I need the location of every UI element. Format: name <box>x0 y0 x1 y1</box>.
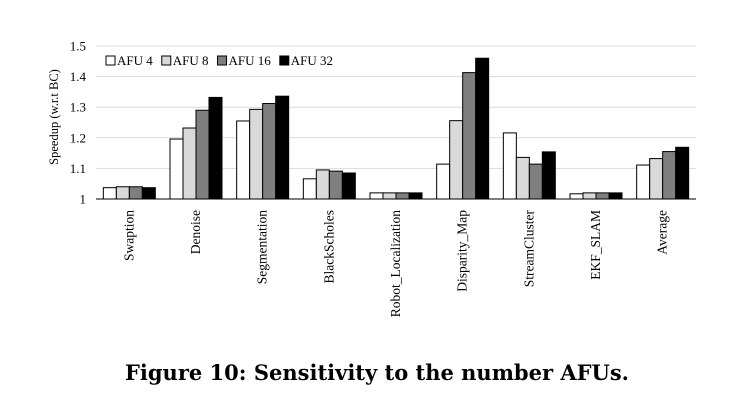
bar <box>449 120 464 200</box>
x-tick-label: Swaption <box>121 210 136 261</box>
bar <box>115 186 130 200</box>
y-axis-ticks: 1 1.1 1.2 1.3 1.4 1.5 <box>70 39 87 207</box>
x-tick-label: BlackScholes <box>321 210 336 284</box>
bar <box>462 72 477 200</box>
legend-item: AFU 32 <box>279 53 333 68</box>
legend-item: AFU 16 <box>217 53 272 68</box>
legend: AFU 4 AFU 8 AFU 16 AFU 32 <box>105 53 333 68</box>
x-tick-label: Denoise <box>188 210 203 254</box>
legend-swatch <box>217 55 228 66</box>
bar <box>662 151 677 200</box>
y-tick-label: 1 <box>80 192 87 207</box>
x-tick-label: Segmentation <box>255 210 270 284</box>
bar-group <box>169 96 223 200</box>
legend-label: AFU 16 <box>229 53 272 68</box>
bar <box>649 158 664 200</box>
bar <box>328 170 343 200</box>
bar <box>262 103 277 200</box>
bar <box>102 187 117 200</box>
bar-group <box>436 57 490 200</box>
figure-caption: Figure 10: Sensitivity to the number AFU… <box>124 360 629 385</box>
bar <box>315 169 330 200</box>
bar-group <box>502 132 556 200</box>
bar <box>528 163 543 200</box>
x-tick-label: EKF_SLAM <box>588 210 603 280</box>
bar <box>182 127 197 200</box>
legend-item: AFU 4 <box>105 53 153 68</box>
y-axis-label: Speedup (w.r.t BC) <box>47 69 61 165</box>
bar <box>582 192 597 200</box>
bar-group <box>369 192 423 200</box>
bar <box>515 156 530 200</box>
bar-group <box>102 186 156 200</box>
legend-swatch <box>105 55 116 66</box>
x-tick-label: Robot_Localization <box>388 210 403 317</box>
y-tick-label: 1.2 <box>70 130 86 145</box>
bar <box>369 192 384 200</box>
bar <box>608 192 623 200</box>
bar-group <box>236 95 290 200</box>
bar <box>128 186 143 200</box>
bar <box>436 163 451 200</box>
bar <box>475 57 490 200</box>
y-tick-label: 1.5 <box>70 39 86 54</box>
bar-group <box>636 146 690 200</box>
bar <box>675 146 690 200</box>
legend-label: AFU 4 <box>117 53 153 68</box>
legend-swatch <box>161 55 172 66</box>
bar <box>208 96 223 200</box>
bar <box>275 95 290 200</box>
bar <box>341 172 356 200</box>
bar <box>249 108 264 200</box>
bar <box>195 109 210 200</box>
x-tick-label: Average <box>655 210 670 255</box>
y-tick-label: 1.4 <box>70 69 87 84</box>
bar-group <box>302 169 356 200</box>
legend-label: AFU 8 <box>173 53 209 68</box>
bar <box>541 151 556 200</box>
x-tick-label: Disparity_Map <box>455 210 470 292</box>
x-axis-ticks: Swaption Denoise Segmentation BlackScholes R… <box>121 210 669 318</box>
legend-label: AFU 32 <box>291 53 333 68</box>
bars <box>102 57 690 200</box>
bar <box>169 138 184 200</box>
x-tick-label: StreamCluster <box>521 210 536 288</box>
bar-group <box>569 192 623 200</box>
bar <box>141 187 156 200</box>
bar <box>382 192 397 200</box>
bar <box>595 192 610 200</box>
bar <box>395 192 410 200</box>
bar <box>236 120 251 200</box>
bar <box>502 132 517 200</box>
bar <box>302 178 317 200</box>
y-tick-label: 1.1 <box>70 161 86 176</box>
legend-item: AFU 8 <box>161 53 209 68</box>
bar <box>408 192 423 200</box>
bar <box>636 164 651 200</box>
y-tick-label: 1.3 <box>70 100 86 115</box>
bar <box>569 193 584 200</box>
legend-swatch <box>279 55 290 66</box>
